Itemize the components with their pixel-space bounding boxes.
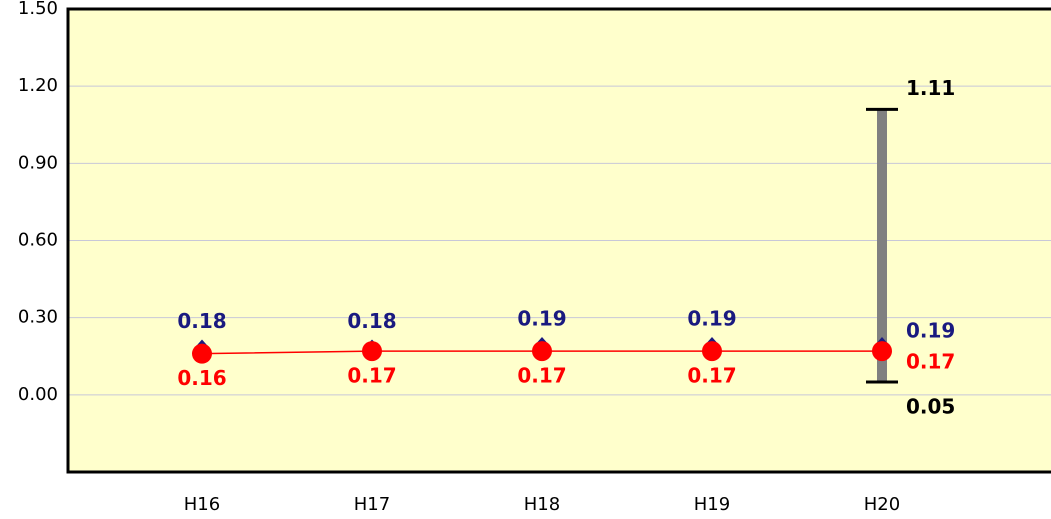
data-label: 0.17 <box>347 364 396 388</box>
x-tick-label: H20 <box>864 494 900 515</box>
y-tick-label: 1.50 <box>18 0 58 19</box>
data-label: 0.19 <box>517 306 566 330</box>
circle-marker <box>192 343 212 364</box>
plot-border <box>66 7 1051 474</box>
x-tick-label: H19 <box>694 494 730 515</box>
data-label: 0.16 <box>177 366 226 390</box>
data-label: 0.19 <box>687 306 736 330</box>
data-label: 0.18 <box>177 309 226 333</box>
y-tick-label: 0.60 <box>18 230 58 251</box>
data-label: 0.17 <box>906 350 955 374</box>
circle-marker <box>702 341 722 362</box>
data-label: 0.17 <box>687 364 736 388</box>
y-tick-label: 0.30 <box>18 307 58 328</box>
circle-marker <box>532 341 552 362</box>
x-tick-label: H16 <box>184 494 220 515</box>
circle-marker <box>872 341 892 362</box>
data-label: 0.19 <box>906 318 955 342</box>
data-label: 0.18 <box>347 309 396 333</box>
x-tick-label: H17 <box>354 494 390 515</box>
y-tick-label: 1.20 <box>18 75 58 96</box>
circle-marker <box>362 341 382 362</box>
data-label: 0.17 <box>517 364 566 388</box>
x-tick-label: H18 <box>524 494 560 515</box>
y-tick-label: 0.00 <box>18 384 58 405</box>
range-label: 1.11 <box>906 76 955 100</box>
y-tick-label: 0.90 <box>18 152 58 173</box>
range-label: 0.05 <box>906 394 955 418</box>
